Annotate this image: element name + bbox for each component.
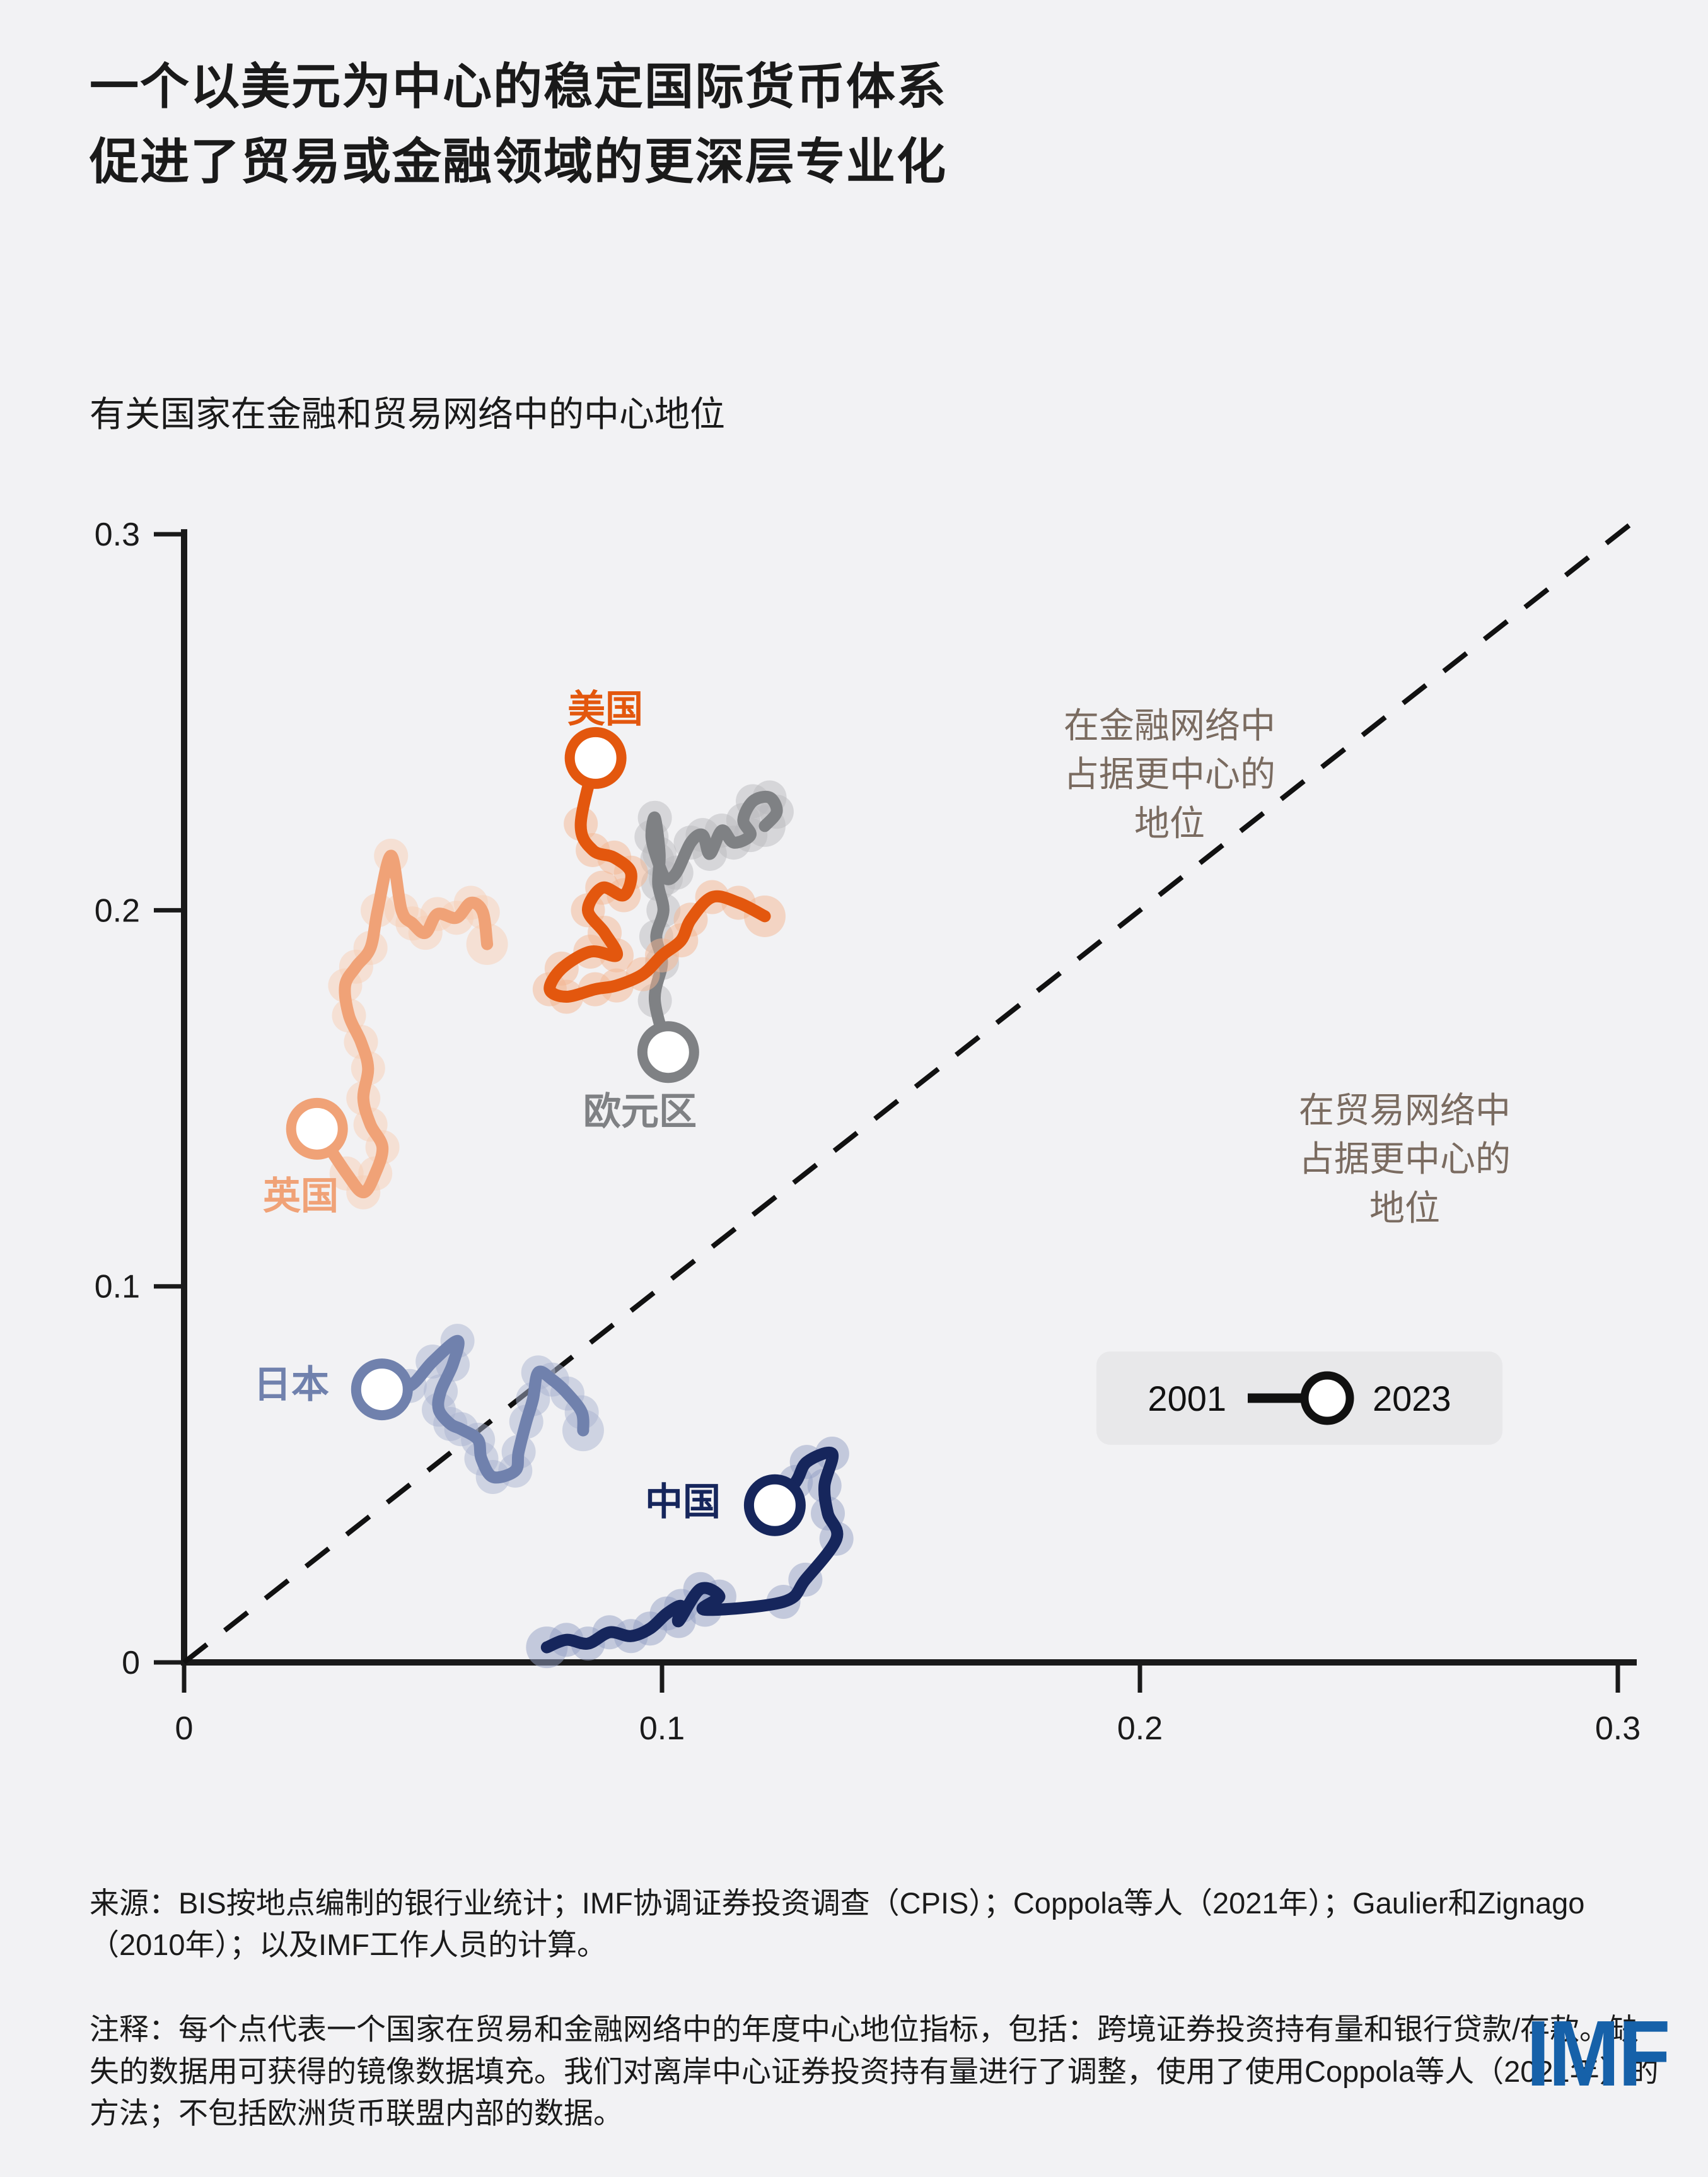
country-label-united-states: 美国 — [567, 688, 643, 730]
country-label-japan: 日本 — [253, 1363, 329, 1406]
chart-subtitle: 有关国家在金融和贸易网络中的中心地位 — [90, 394, 725, 434]
series-united-kingdom: 英国 — [263, 838, 508, 1217]
x-tick-label: 0.3 — [1595, 1710, 1641, 1747]
imf-logo: IMF — [1526, 2002, 1671, 2106]
series-china: 中国 — [526, 1437, 854, 1669]
series-united-states: 美国 — [532, 688, 786, 1014]
chart-notes: 来源：BIS按地点编制的银行业统计；IMF协调证券投资调查（CPIS）；Copp… — [90, 1840, 1666, 2177]
endpoint-2023-marker — [637, 1021, 699, 1083]
annotation-trade-network: 在贸易网络中 占据更中心的 地位 — [1299, 1090, 1511, 1228]
trajectory-line — [540, 1446, 844, 1654]
annotation-financial-network: 在金融网络中 占据更中心的 地位 — [1064, 706, 1275, 843]
endpoint-2023-marker — [564, 727, 627, 789]
trajectory-line — [311, 849, 494, 1199]
country-label-united-kingdom: 英国 — [263, 1175, 339, 1217]
series-euro-area: 欧元区 — [583, 780, 794, 1133]
series-japan: 日本 — [253, 1324, 604, 1495]
legend: 2001 2023 — [1096, 1351, 1502, 1445]
page-title: 一个以美元为中心的稳定国际货币体系 促进了贸易或金融领域的更深层专业化 — [90, 49, 947, 199]
endpoint-2023-marker — [286, 1097, 348, 1160]
legend-end-year: 2023 — [1373, 1378, 1451, 1418]
y-tick-label: 0.2 — [95, 892, 140, 929]
methodology-note: 注释：每个点代表一个国家在贸易和金融网络中的年度中心地位指标，包括：跨境证券投资… — [90, 2012, 1659, 2130]
x-tick-label: 0 — [175, 1710, 194, 1747]
page-title-line2: 促进了贸易或金融领域的更深层专业化 — [90, 133, 948, 189]
y-tick-label: 0.3 — [95, 517, 140, 553]
x-tick-label: 0.2 — [1117, 1710, 1163, 1747]
endpoint-2023-marker — [351, 1358, 413, 1421]
trajectory-line — [376, 1334, 590, 1484]
country-label-euro-area: 欧元区 — [583, 1090, 697, 1133]
country-label-china: 中国 — [645, 1481, 721, 1523]
trajectory-line — [543, 752, 771, 1003]
page-title-line1: 一个以美元为中心的稳定国际货币体系 — [90, 59, 948, 114]
y-tick-label: 0 — [122, 1645, 140, 1681]
trajectory-line — [645, 790, 783, 1058]
endpoint-2023-marker — [743, 1474, 806, 1536]
y-tick-label: 0.1 — [95, 1269, 140, 1305]
legend-start-year: 2001 — [1147, 1378, 1226, 1418]
legend-trajectory-icon — [1248, 1371, 1354, 1425]
source-note: 来源：BIS按地点编制的银行业统计；IMF协调证券投资调查（CPIS）；Copp… — [90, 1886, 1585, 1962]
x-tick-label: 0.1 — [639, 1710, 685, 1747]
